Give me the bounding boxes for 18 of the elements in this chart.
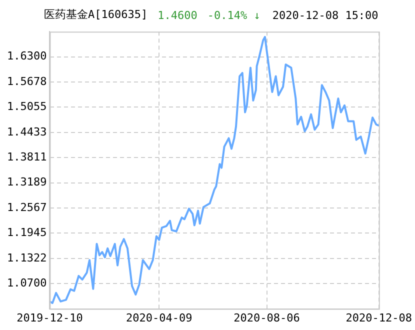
chart-title: 医药基金A[160635] [44, 7, 148, 22]
text: 2020-12-08 15:00 [272, 9, 378, 22]
y-tick-label: 1.2567 [6, 200, 47, 214]
x-tick-label: 2020-04-09 [126, 311, 192, 324]
text: 1.4600 [158, 9, 198, 22]
y-tick-label: 1.5678 [6, 74, 47, 88]
y-tick-label: 1.4433 [6, 125, 47, 138]
y-tick-label: 1.3189 [6, 176, 47, 189]
y-tick-label: 1.0700 [6, 276, 47, 290]
y-tick-label: 1.5055 [6, 100, 47, 114]
x-tick-label: 2020-08-06 [234, 311, 300, 324]
y-tick-label: 1.1322 [6, 251, 47, 264]
x-tick-label: 2019-12-10 [16, 311, 83, 324]
x-tick-label: 2020-12-08 [346, 311, 412, 324]
y-tick-label: 1.1945 [6, 226, 47, 240]
y-tick-label: 1.3811 [6, 150, 47, 164]
text: -0.14% ↓ [207, 9, 260, 22]
y-tick-label: 1.6300 [6, 50, 47, 63]
